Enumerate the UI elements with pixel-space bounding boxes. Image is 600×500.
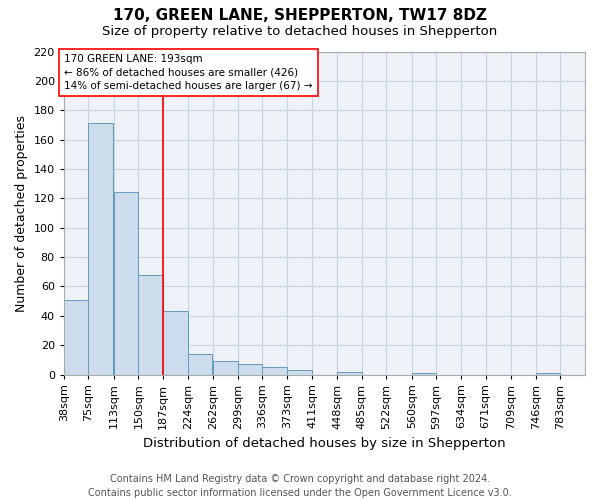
Bar	[64, 300, 88, 374]
Bar	[412, 373, 436, 374]
Text: Contains HM Land Registry data © Crown copyright and database right 2024.
Contai: Contains HM Land Registry data © Crown c…	[88, 474, 512, 498]
Bar	[536, 373, 560, 374]
Bar	[88, 124, 113, 374]
Bar	[139, 274, 163, 374]
Text: 170 GREEN LANE: 193sqm
← 86% of detached houses are smaller (426)
14% of semi-de: 170 GREEN LANE: 193sqm ← 86% of detached…	[64, 54, 313, 91]
Bar	[337, 372, 362, 374]
Bar	[262, 367, 287, 374]
Bar	[213, 362, 238, 374]
X-axis label: Distribution of detached houses by size in Shepperton: Distribution of detached houses by size …	[143, 437, 506, 450]
Bar	[188, 354, 212, 374]
Bar	[114, 192, 139, 374]
Text: Size of property relative to detached houses in Shepperton: Size of property relative to detached ho…	[103, 25, 497, 38]
Bar	[287, 370, 312, 374]
Bar	[163, 312, 188, 374]
Bar	[238, 364, 262, 374]
Y-axis label: Number of detached properties: Number of detached properties	[15, 114, 28, 312]
Text: 170, GREEN LANE, SHEPPERTON, TW17 8DZ: 170, GREEN LANE, SHEPPERTON, TW17 8DZ	[113, 8, 487, 22]
